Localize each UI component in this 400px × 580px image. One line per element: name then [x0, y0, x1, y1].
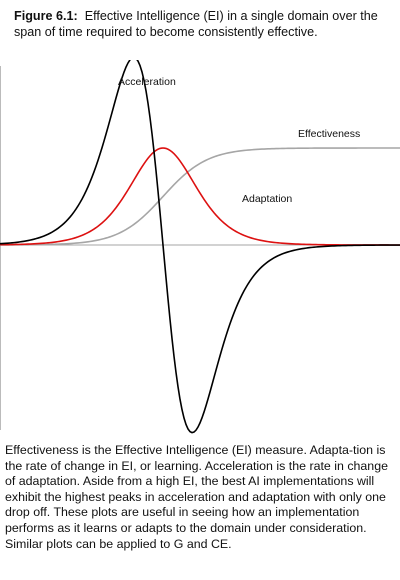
figure-caption-text: Effective Intelligence (EI) in a single … [14, 9, 378, 39]
plot-area: Acceleration Effectiveness Adaptation [0, 60, 400, 434]
figure-caption: Figure 6.1: Effective Intelligence (EI) … [14, 8, 394, 40]
effectiveness-label: Effectiveness [298, 128, 360, 140]
adaptation-curve [0, 147, 400, 246]
effectiveness-curve [0, 147, 400, 246]
adaptation-label: Adaptation [242, 193, 292, 205]
figure-label: Figure 6.1: [14, 9, 78, 23]
acceleration-label: Acceleration [118, 76, 176, 88]
acceleration-curve [0, 60, 400, 434]
figure-description: Effectiveness is the Effective Intellige… [5, 443, 388, 551]
